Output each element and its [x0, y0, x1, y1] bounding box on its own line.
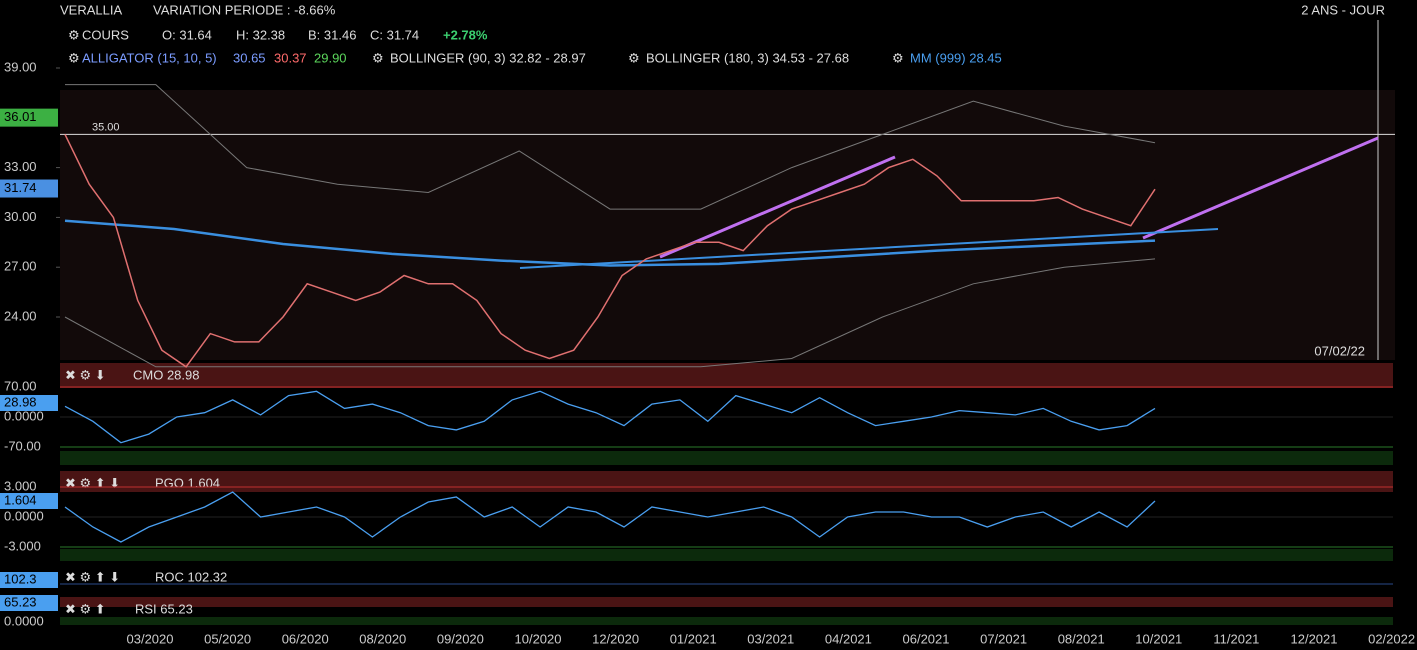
close-icon[interactable]: ✖ ⚙ ⬇	[65, 367, 106, 382]
bollinger180: BOLLINGER (180, 3) 34.53 - 27.68	[646, 50, 849, 65]
rsi-current: 65.23	[4, 594, 37, 609]
y-tick-label: -70.00	[4, 438, 41, 453]
price-marker-label: 31.74	[4, 180, 37, 195]
alligator-jaw: 30.65	[233, 50, 266, 65]
y-tick-label: 70.00	[4, 378, 37, 393]
price-marker-label: 36.01	[4, 109, 37, 124]
pgo-oversold	[60, 549, 1393, 561]
x-tick-label: 06/2021	[903, 631, 950, 646]
y-tick-label: -3.000	[4, 538, 41, 553]
support-line[interactable]	[519, 228, 1219, 269]
close-icon[interactable]: ✖ ⚙ ⬆	[65, 601, 106, 616]
x-tick-label: 12/2020	[592, 631, 639, 646]
bollinger-upper	[65, 84, 1156, 210]
high: H: 32.38	[236, 27, 285, 42]
x-tick-label: 01/2021	[670, 631, 717, 646]
gear[interactable]: ⚙	[892, 50, 904, 65]
alligator-teeth: 30.37	[274, 50, 307, 65]
x-tick-label: 12/2021	[1291, 631, 1338, 646]
low: B: 31.46	[308, 27, 356, 42]
x-tick-label: 07/2021	[980, 631, 1027, 646]
change: +2.78%	[443, 27, 488, 42]
current-value: 1.604	[4, 492, 37, 507]
x-tick-label: 03/2020	[127, 631, 174, 646]
rsi-oversold	[60, 617, 1393, 625]
y-tick-label: 0.0000	[4, 408, 44, 423]
x-tick-label: 11/2021	[1213, 631, 1259, 646]
trendline[interactable]	[659, 155, 896, 259]
cmo-oversold	[60, 451, 1393, 465]
pgo-header	[60, 471, 1393, 492]
x-tick-label: 10/2021	[1135, 631, 1182, 646]
price-marker	[0, 108, 58, 127]
level-label: 35.00	[92, 121, 120, 133]
bollinger-lower	[64, 258, 1156, 368]
x-tick-label: 04/2021	[825, 631, 872, 646]
rsi-header	[60, 597, 1393, 607]
cours-label: COURS	[82, 27, 129, 42]
price-panel-bg	[60, 90, 1395, 360]
rsi-zero: 0.0000	[4, 613, 44, 628]
roc-current: 102.3	[4, 571, 37, 586]
x-tick-label: 02/2022	[1368, 631, 1415, 646]
y-tick-label: 24.00	[4, 308, 37, 323]
roc-title: ROC 102.32	[155, 569, 227, 584]
price-marker	[0, 179, 58, 198]
gear[interactable]: ⚙	[68, 50, 80, 65]
cursor-date: 07/02/22	[1314, 343, 1365, 358]
x-tick-label: 06/2020	[282, 631, 329, 646]
open: O: 31.64	[162, 27, 212, 42]
y-tick-label: 0.0000	[4, 508, 44, 523]
period: 2 ANS - JOUR	[1301, 2, 1385, 17]
x-tick-label: 08/2020	[359, 631, 406, 646]
y-tick-label: 3.000	[4, 478, 37, 493]
close: C: 31.74	[370, 27, 419, 42]
mm999	[64, 219, 1156, 267]
current-marker	[0, 395, 58, 411]
roc-marker	[0, 572, 58, 588]
x-tick-label: 03/2021	[747, 631, 794, 646]
close-line	[64, 134, 1156, 368]
current-value: 28.98	[4, 394, 37, 409]
rsi-title: RSI 65.23	[135, 601, 193, 616]
alligator-label: ALLIGATOR (15, 10, 5)	[82, 50, 217, 65]
pgo-line	[64, 491, 1156, 543]
x-tick-label: 08/2021	[1058, 631, 1105, 646]
mm: MM (999) 28.45	[910, 50, 1002, 65]
x-tick-label: 05/2020	[204, 631, 251, 646]
gear[interactable]: ⚙	[628, 50, 640, 65]
y-tick-label: 33.00	[4, 159, 37, 174]
rsi-marker	[0, 595, 58, 611]
gear[interactable]: ⚙	[68, 27, 80, 42]
close-icon[interactable]: ✖ ⚙ ⬆ ⬇	[65, 475, 120, 490]
x-tick-label: 09/2020	[437, 631, 484, 646]
gear[interactable]: ⚙	[372, 50, 384, 65]
variation: VARIATION PERIODE : -8.66%	[153, 2, 336, 17]
trendline[interactable]	[1142, 136, 1379, 240]
y-tick-label: 30.00	[4, 209, 37, 224]
cmo-title: CMO 28.98	[133, 367, 199, 382]
cmo-line	[64, 390, 1156, 444]
alligator-lips: 29.90	[314, 50, 347, 65]
symbol: VERALLIA	[60, 2, 122, 17]
bollinger90: BOLLINGER (90, 3) 32.82 - 28.97	[390, 50, 586, 65]
pgo-title: PGO 1.604	[155, 475, 220, 490]
close-icon[interactable]: ✖ ⚙ ⬆ ⬇	[65, 569, 120, 584]
x-tick-label: 10/2020	[515, 631, 562, 646]
y-tick-label: 27.00	[4, 259, 37, 274]
current-marker	[0, 493, 58, 509]
y-tick-label: 39.00	[4, 59, 37, 74]
